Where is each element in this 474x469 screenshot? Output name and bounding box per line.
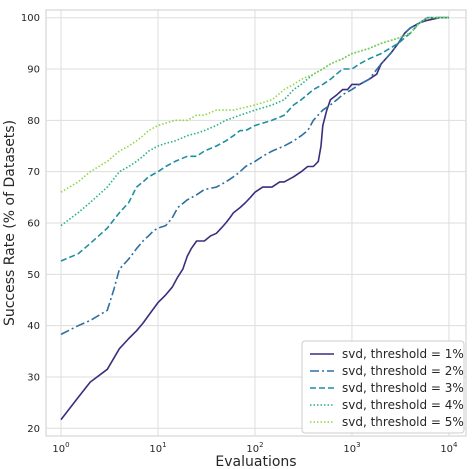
y-tick-label: 70 [27,167,40,178]
y-tick-label: 60 [27,219,40,230]
x-axis: 100 101 102 103 104 [52,441,458,455]
y-tick-label: 40 [27,321,40,332]
series-line-4 [60,16,449,227]
y-tick-label: 20 [27,424,40,435]
x-tick-label: 102 [246,441,263,455]
series-line-2 [60,16,449,336]
y-tick-label: 90 [27,65,40,76]
legend-label-1: svd, threshold = 1% [342,347,464,361]
legend-label-5: svd, threshold = 5% [342,415,464,429]
y-tick-label: 100 [21,13,40,24]
plot-lines [60,16,449,421]
x-tick-label: 104 [440,441,458,455]
y-axis: 20 30 40 50 60 70 80 90 100 [21,13,40,435]
series-line-3 [60,16,449,262]
x-axis-label: Evaluations [215,454,296,469]
y-axis-label: Success Rate (% of Datasets) [2,120,18,326]
x-tick-label: 101 [149,441,166,455]
x-tick-label: 100 [52,441,69,455]
legend: svd, threshold = 1% svd, threshold = 2% sv… [301,340,465,434]
legend-label-2: svd, threshold = 2% [342,364,464,378]
series-line-1 [60,16,449,421]
y-tick-label: 50 [27,270,40,281]
legend-label-4: svd, threshold = 4% [342,398,464,412]
y-tick-label: 30 [27,372,40,383]
legend-label-3: svd, threshold = 3% [342,381,464,395]
series-line-5 [60,16,449,193]
x-tick-label: 103 [343,441,360,455]
y-tick-label: 80 [27,116,40,127]
legend-box [301,340,465,434]
